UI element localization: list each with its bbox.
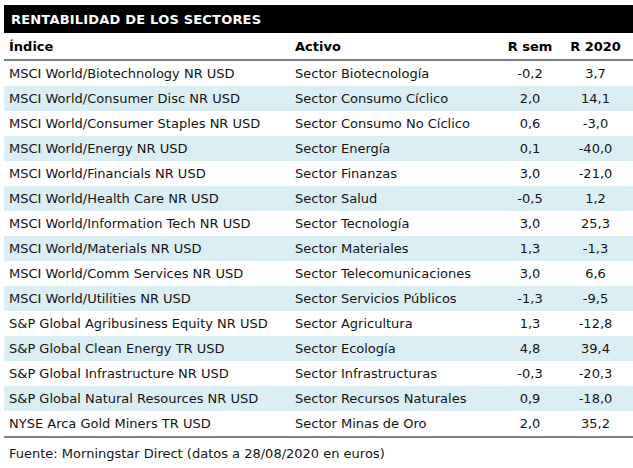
sector-returns-report: RENTABILIDAD DE LOS SECTORES Índice Acti… [4, 5, 633, 461]
cell-r-sem: 0,1 [502, 136, 558, 161]
cell-r-2020: 1,2 [558, 186, 633, 211]
cell-indice: MSCI World/Consumer Disc NR USD [4, 86, 290, 111]
table-row: MSCI World/Information Tech NR USD Secto… [4, 211, 633, 236]
cell-activo: Sector Ecología [290, 336, 502, 361]
source-note: Fuente: Morningstar Direct (datos a 28/0… [4, 438, 633, 461]
cell-r-2020: 35,2 [558, 411, 633, 437]
cell-r-sem: -0,2 [502, 60, 558, 86]
cell-r-sem: 3,0 [502, 261, 558, 286]
cell-activo: Sector Consumo No Cíclico [290, 111, 502, 136]
table-row: NYSE Arca Gold Miners TR USD Sector Mina… [4, 411, 633, 437]
cell-r-sem: -0,3 [502, 361, 558, 386]
cell-r-2020: 3,7 [558, 60, 633, 86]
table-row: MSCI World/Health Care NR USD Sector Sal… [4, 186, 633, 211]
cell-r-2020: 14,1 [558, 86, 633, 111]
table-row: S&P Global Clean Energy TR USD Sector Ec… [4, 336, 633, 361]
cell-r-2020: 25,3 [558, 211, 633, 236]
table-row: MSCI World/Utilities NR USD Sector Servi… [4, 286, 633, 311]
cell-r-sem: 4,8 [502, 336, 558, 361]
column-header-activo: Activo [290, 33, 502, 60]
cell-indice: MSCI World/Utilities NR USD [4, 286, 290, 311]
cell-indice: S&P Global Natural Resources NR USD [4, 386, 290, 411]
cell-r-sem: 1,3 [502, 311, 558, 336]
cell-r-sem: 1,3 [502, 236, 558, 261]
column-header-r-2020: R 2020 [558, 33, 633, 60]
table-row: MSCI World/Consumer Disc NR USD Sector C… [4, 86, 633, 111]
table-row: MSCI World/Materials NR USD Sector Mater… [4, 236, 633, 261]
table-row: MSCI World/Financials NR USD Sector Fina… [4, 161, 633, 186]
cell-activo: Sector Minas de Oro [290, 411, 502, 437]
cell-indice: MSCI World/Comm Services NR USD [4, 261, 290, 286]
cell-activo: Sector Biotecnología [290, 60, 502, 86]
cell-r-sem: -1,3 [502, 286, 558, 311]
cell-indice: MSCI World/Information Tech NR USD [4, 211, 290, 236]
table-row: S&P Global Natural Resources NR USD Sect… [4, 386, 633, 411]
cell-r-2020: -12,8 [558, 311, 633, 336]
report-title: RENTABILIDAD DE LOS SECTORES [11, 12, 261, 27]
cell-r-2020: -18,0 [558, 386, 633, 411]
cell-activo: Sector Recursos Naturales [290, 386, 502, 411]
cell-r-sem: 2,0 [502, 411, 558, 437]
cell-activo: Sector Infrastructuras [290, 361, 502, 386]
cell-indice: MSCI World/Financials NR USD [4, 161, 290, 186]
cell-activo: Sector Agricultura [290, 311, 502, 336]
cell-indice: S&P Global Agribusiness Equity NR USD [4, 311, 290, 336]
cell-r-sem: 0,9 [502, 386, 558, 411]
cell-r-2020: -9,5 [558, 286, 633, 311]
cell-activo: Sector Finanzas [290, 161, 502, 186]
table-row: MSCI World/Consumer Staples NR USD Secto… [4, 111, 633, 136]
table-row: MSCI World/Comm Services NR USD Sector T… [4, 261, 633, 286]
table-row: S&P Global Infrastructure NR USD Sector … [4, 361, 633, 386]
cell-indice: MSCI World/Energy NR USD [4, 136, 290, 161]
table-body: MSCI World/Biotechnology NR USD Sector B… [4, 60, 633, 437]
column-header-r-sem: R sem [502, 33, 558, 60]
cell-indice: S&P Global Infrastructure NR USD [4, 361, 290, 386]
cell-r-2020: 6,6 [558, 261, 633, 286]
cell-r-2020: -40,0 [558, 136, 633, 161]
cell-r-sem: -0,5 [502, 186, 558, 211]
table-header-row: Índice Activo R sem R 2020 [4, 33, 633, 60]
cell-indice: MSCI World/Biotechnology NR USD [4, 60, 290, 86]
table-row: MSCI World/Biotechnology NR USD Sector B… [4, 60, 633, 86]
cell-r-sem: 2,0 [502, 86, 558, 111]
cell-r-sem: 0,6 [502, 111, 558, 136]
report-title-bar: RENTABILIDAD DE LOS SECTORES [4, 5, 633, 33]
cell-indice: MSCI World/Health Care NR USD [4, 186, 290, 211]
column-header-indice: Índice [4, 33, 290, 60]
cell-indice: NYSE Arca Gold Miners TR USD [4, 411, 290, 437]
cell-indice: MSCI World/Consumer Staples NR USD [4, 111, 290, 136]
cell-activo: Sector Telecomunicaciones [290, 261, 502, 286]
cell-indice: S&P Global Clean Energy TR USD [4, 336, 290, 361]
cell-r-2020: -21,0 [558, 161, 633, 186]
cell-r-2020: -1,3 [558, 236, 633, 261]
cell-activo: Sector Servicios Públicos [290, 286, 502, 311]
cell-activo: Sector Salud [290, 186, 502, 211]
cell-r-sem: 3,0 [502, 161, 558, 186]
cell-r-2020: -20,3 [558, 361, 633, 386]
table-header: Índice Activo R sem R 2020 [4, 33, 633, 60]
table-row: S&P Global Agribusiness Equity NR USD Se… [4, 311, 633, 336]
cell-activo: Sector Energía [290, 136, 502, 161]
table-row: MSCI World/Energy NR USD Sector Energía … [4, 136, 633, 161]
cell-activo: Sector Consumo Cíclico [290, 86, 502, 111]
cell-r-2020: 39,4 [558, 336, 633, 361]
cell-activo: Sector Materiales [290, 236, 502, 261]
cell-activo: Sector Tecnología [290, 211, 502, 236]
cell-indice: MSCI World/Materials NR USD [4, 236, 290, 261]
cell-r-sem: 3,0 [502, 211, 558, 236]
sector-returns-table: Índice Activo R sem R 2020 MSCI World/Bi… [4, 33, 633, 438]
cell-r-2020: -3,0 [558, 111, 633, 136]
